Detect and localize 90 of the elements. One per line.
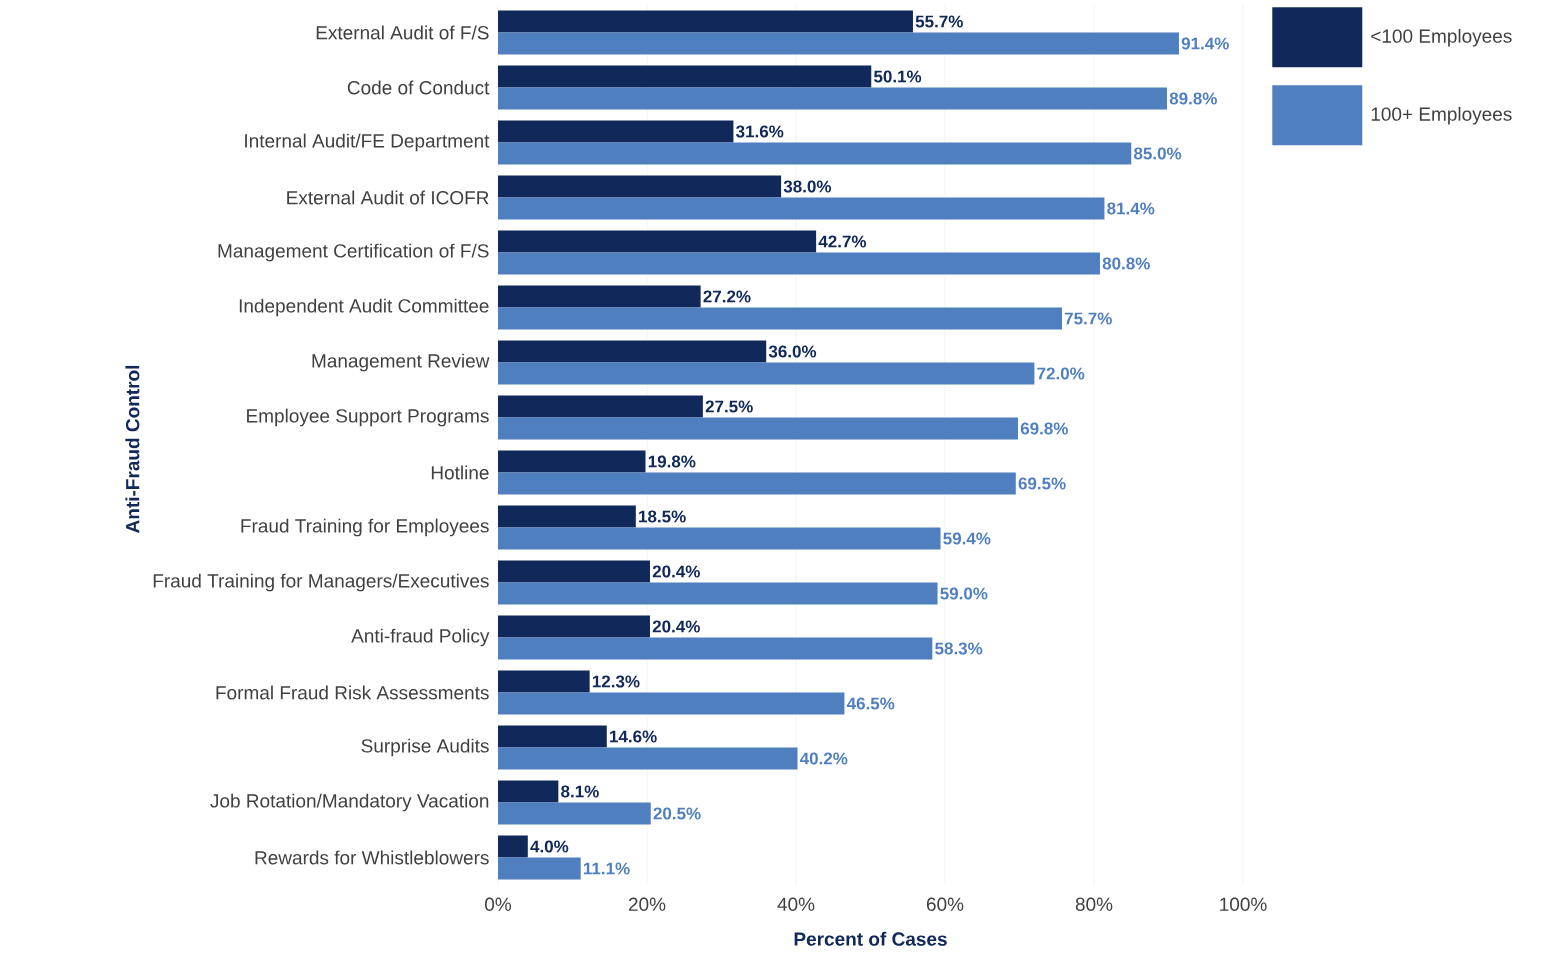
x-axis-title: Percent of Cases — [794, 931, 947, 946]
data-label: 4.0% — [530, 840, 569, 853]
y-tick-label: Rewards for Whistleblowers — [255, 850, 489, 865]
data-label: 40.2% — [799, 752, 848, 765]
y-tick-label: Independent Audit Committee — [239, 298, 489, 317]
x-tick-label: 0% — [485, 897, 512, 911]
bar — [498, 417, 1019, 440]
y-tick-label: Fraud Training for Managers/Executives — [153, 573, 489, 592]
bar — [498, 65, 872, 88]
data-label: 81.4% — [1107, 202, 1155, 215]
y-tick-label: Hotline — [431, 465, 489, 480]
data-label: 20.5% — [653, 807, 701, 820]
bar — [498, 670, 590, 693]
bar — [498, 285, 701, 308]
data-label: 11.1% — [583, 862, 630, 875]
data-label: 31.6% — [736, 125, 784, 138]
data-label: 50.1% — [873, 70, 922, 83]
y-tick-label: Anti-fraud Policy — [351, 628, 490, 647]
data-label: 20.4% — [652, 620, 700, 633]
data-label: 80.8% — [1102, 257, 1150, 270]
data-label: 55.7% — [915, 15, 963, 28]
x-tick-label: 20% — [628, 897, 666, 911]
data-label: 42.7% — [818, 235, 867, 248]
data-label: 69.5% — [1018, 477, 1066, 490]
bar — [498, 142, 1132, 165]
data-label: 14.6% — [610, 730, 657, 743]
data-label: 27.2% — [703, 290, 751, 303]
bar — [498, 10, 913, 33]
data-label: 19.8% — [648, 455, 696, 468]
y-tick-label: External Audit of F/S — [316, 25, 489, 40]
bar — [498, 362, 1035, 385]
bar — [498, 725, 607, 748]
bar — [498, 527, 941, 550]
data-label: 46.5% — [846, 697, 895, 710]
data-label: 8.1% — [561, 785, 599, 798]
data-label: 85.0% — [1133, 147, 1182, 160]
x-tick-label: 40% — [777, 897, 815, 911]
bar — [498, 87, 1168, 110]
data-label: 38.0% — [783, 180, 832, 193]
data-label: 72.0% — [1037, 367, 1085, 380]
data-label: 12.3% — [592, 675, 640, 688]
bar — [498, 747, 798, 770]
bar — [498, 615, 650, 638]
data-label: 36.0% — [768, 345, 817, 358]
x-tick-label: 60% — [926, 897, 964, 911]
bar — [498, 395, 703, 418]
bar — [498, 780, 559, 803]
y-tick-label: Formal Fraud Risk Assessments — [216, 685, 489, 700]
data-label: 69.8% — [1020, 422, 1068, 435]
y-tick-label: Employee Support Programs — [247, 408, 489, 427]
y-tick-label: Internal Audit/FE Department — [245, 133, 490, 152]
bar — [498, 252, 1100, 275]
data-label: 27.5% — [705, 400, 753, 413]
bar — [498, 450, 646, 473]
bar — [498, 637, 933, 660]
bar — [498, 307, 1062, 330]
data-label: 58.3% — [935, 642, 983, 655]
y-tick-label: Job Rotation/Mandatory Vacation — [210, 793, 489, 812]
bar — [498, 560, 650, 583]
bar — [498, 175, 782, 198]
data-label: 89.8% — [1169, 92, 1217, 105]
x-tick-label: 100% — [1220, 897, 1267, 911]
y-tick-label: Surprise Audits — [361, 738, 489, 757]
text: <100 Employees — [1371, 28, 1512, 47]
y-axis-title: Anti-Fraud Control — [125, 365, 140, 533]
data-label: 59.0% — [940, 587, 988, 600]
data-label: 18.5% — [639, 510, 686, 523]
bar — [498, 230, 817, 253]
data-label: 59.4% — [943, 532, 991, 545]
bar — [498, 857, 581, 880]
y-tick-label: Code of Conduct — [347, 80, 490, 95]
bar — [498, 197, 1105, 220]
data-label: 20.4% — [652, 565, 700, 578]
x-tick-label: 80% — [1075, 897, 1113, 911]
bar — [498, 835, 528, 858]
data-label: 91.4% — [1181, 37, 1229, 50]
bar — [498, 340, 767, 363]
y-tick-label: Fraud Training for Employees — [241, 518, 489, 537]
bar — [498, 32, 1179, 55]
y-tick-label: Management Certification of F/S — [218, 243, 489, 262]
text: 100+ Employees — [1371, 106, 1512, 125]
y-tick-label: Management Review — [312, 353, 490, 372]
bar — [498, 120, 734, 143]
bar — [498, 582, 938, 605]
bar — [498, 505, 636, 528]
bar — [498, 802, 651, 825]
bar — [498, 472, 1016, 495]
bar — [498, 692, 845, 715]
data-label: 75.7% — [1064, 312, 1112, 325]
y-tick-label: External Audit of ICOFR — [287, 190, 489, 205]
